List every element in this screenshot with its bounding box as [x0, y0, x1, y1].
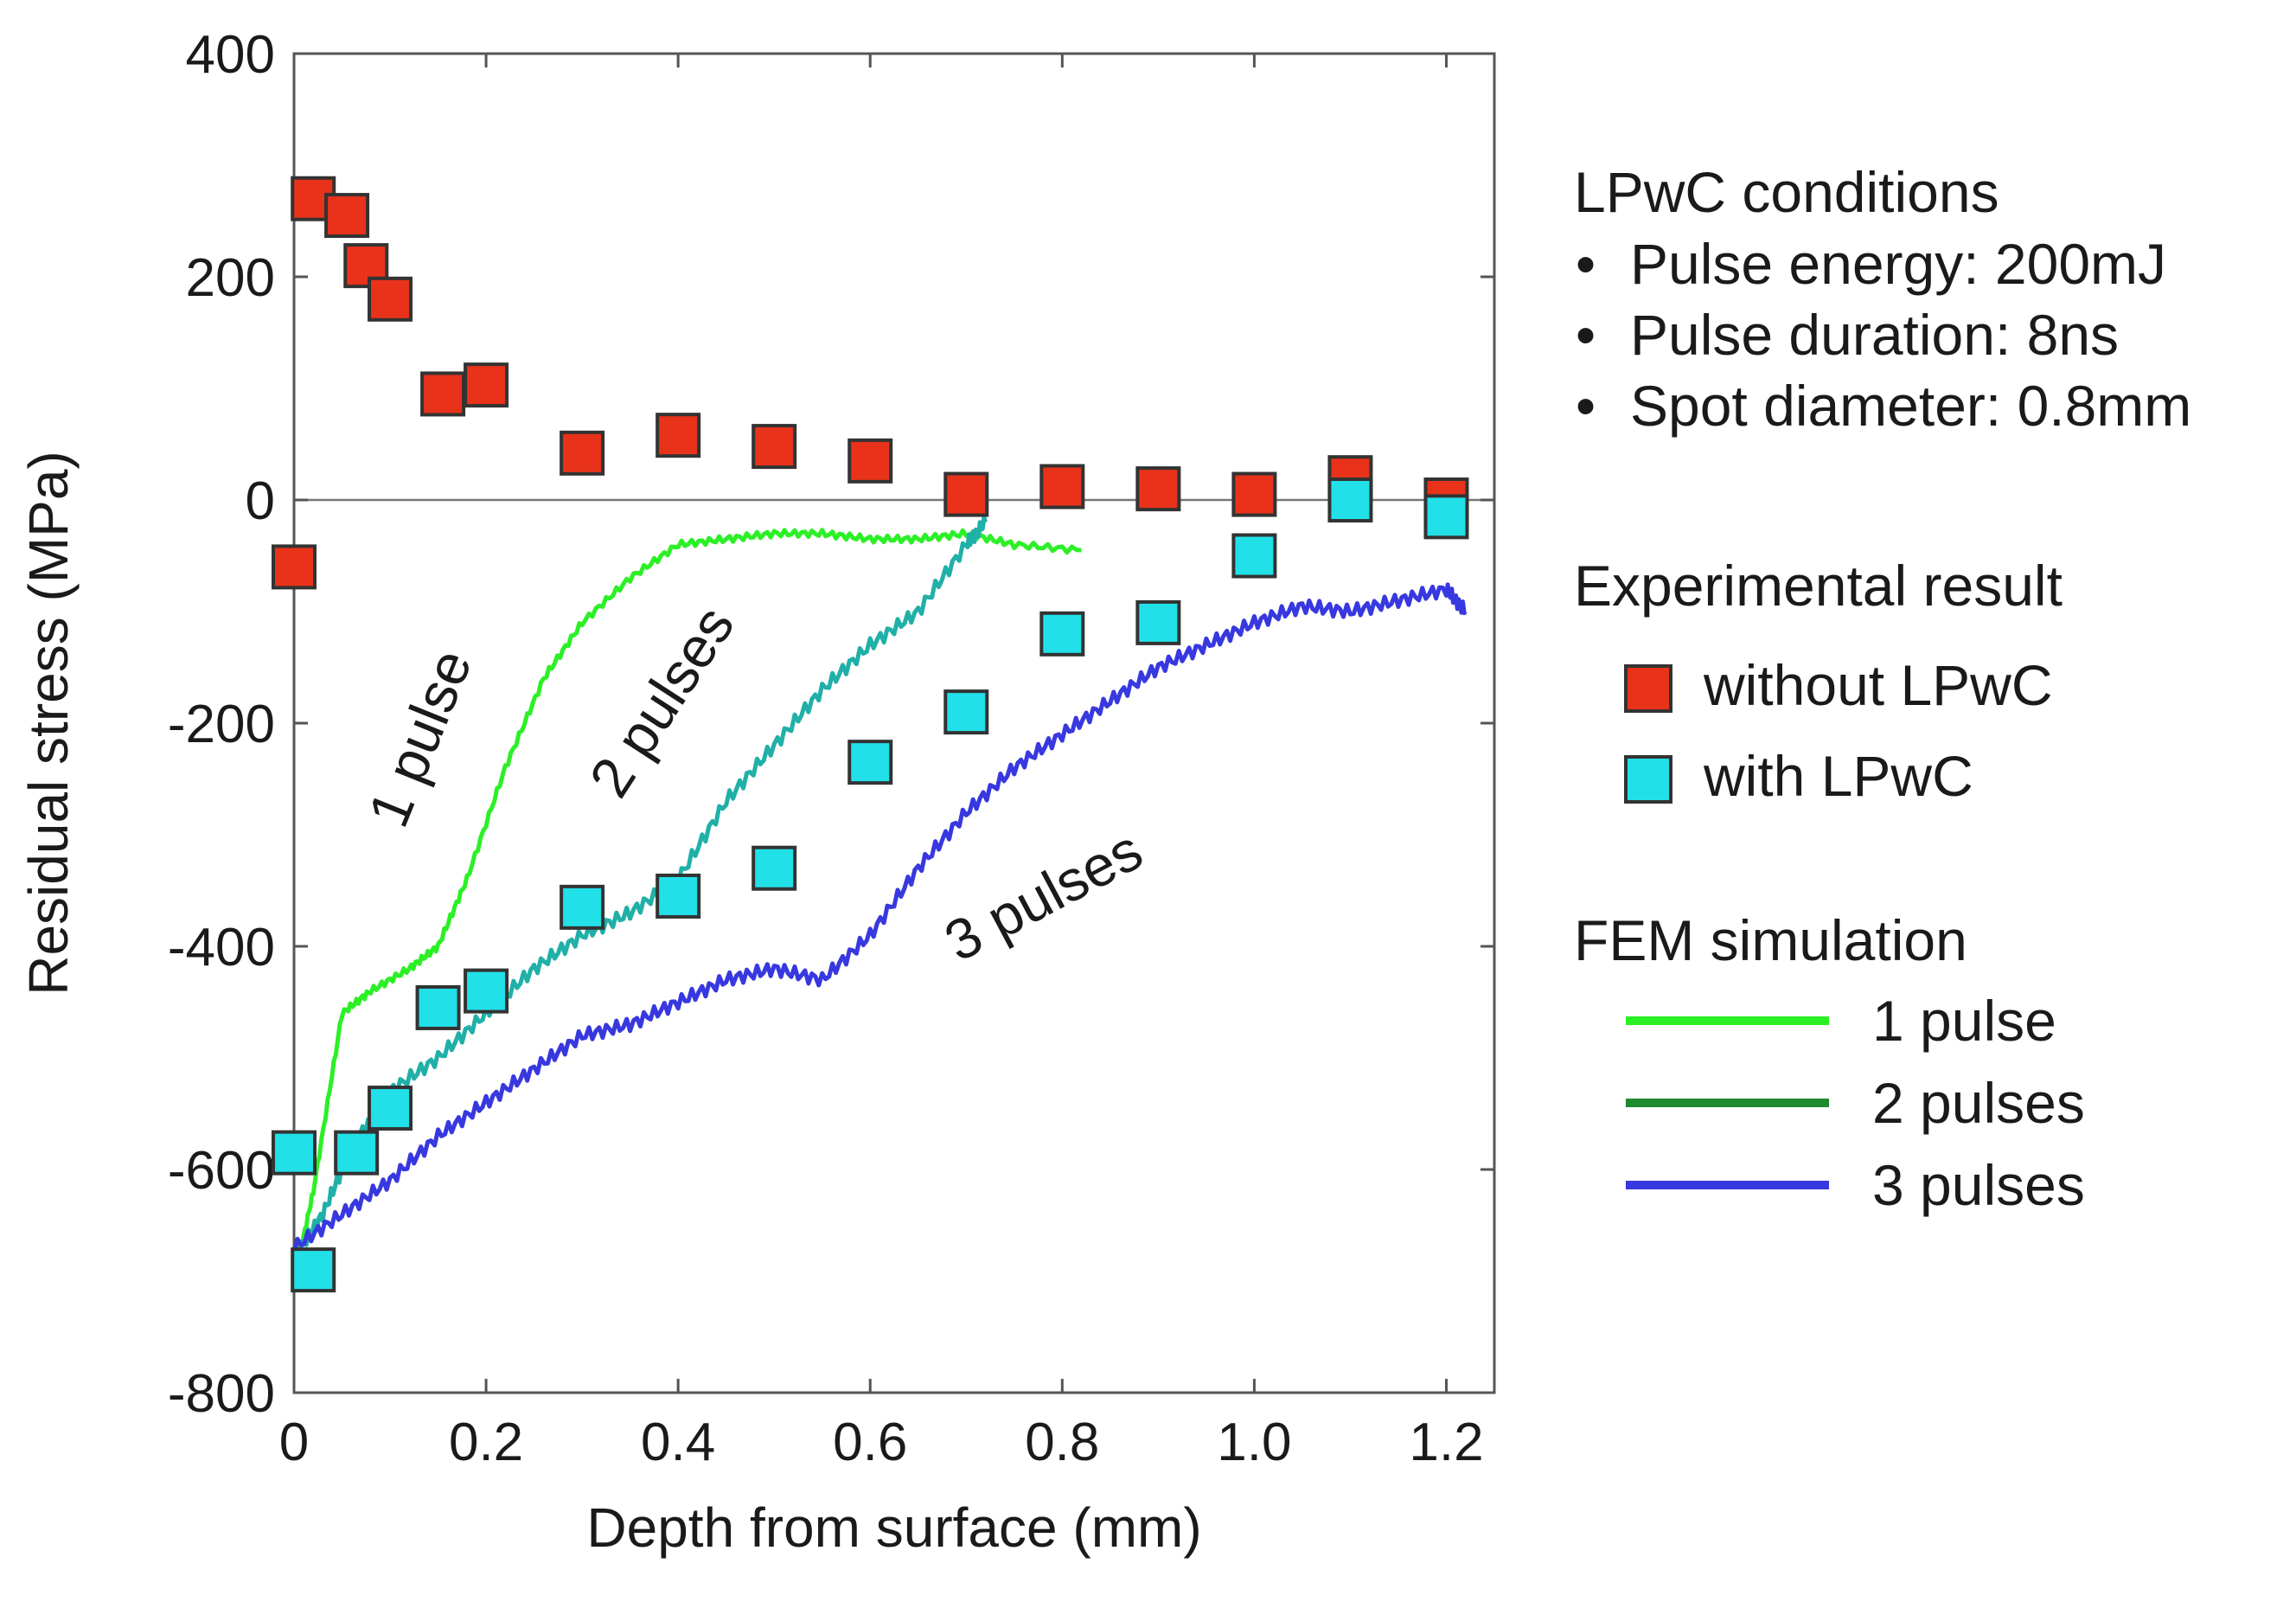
marker-with-LPwC — [1423, 494, 1469, 540]
legend-fem-title: FEM simulation — [1574, 908, 1967, 972]
marker-with-LPwC — [847, 740, 893, 785]
legend-swatch-with-lpwc — [1624, 755, 1672, 804]
y-axis-title: Residual stress (MPa) — [17, 451, 80, 996]
experimental-markers — [272, 176, 1469, 1293]
marker-without-LPwC — [368, 276, 413, 322]
legend-label-with-lpwc: with LPwC — [1703, 744, 1973, 808]
marker-without-LPwC — [1135, 466, 1181, 512]
legend-label-2-pulses: 2 pulses — [1872, 1071, 2085, 1135]
axis-ticks: 0 0.2 0.4 0.6 0.8 1.0 1.2 -800 -600 -400 -200 0 200 4… — [168, 25, 1494, 1472]
plot-area: 0 0.2 0.4 0.6 0.8 1.0 1.2 -800 -600 -400 -200 0 200 4… — [168, 25, 1496, 1472]
x-tick-label: 0.6 — [833, 1413, 907, 1472]
marker-without-LPwC — [943, 471, 989, 517]
y-tick-label: -400 — [168, 918, 275, 977]
marker-with-LPwC — [560, 884, 605, 930]
fem-curve-2-pulses — [291, 515, 988, 1266]
marker-without-LPwC — [324, 193, 370, 239]
marker-without-LPwC — [1231, 471, 1277, 517]
y-tick-label: -200 — [168, 695, 275, 754]
marker-with-LPwC — [415, 984, 461, 1030]
marker-with-LPwC — [291, 1247, 336, 1293]
legend-bullet: • — [1576, 303, 1596, 367]
legend: LPwC conditions • Pulse energy: 200mJ • … — [1574, 160, 2191, 1217]
legend-bullet: • — [1576, 232, 1596, 296]
x-axis-title: Depth from surface (mm) — [586, 1496, 1201, 1559]
marker-without-LPwC — [1039, 464, 1085, 509]
marker-without-LPwC — [272, 544, 317, 590]
legend-label-1-pulse: 1 pulse — [1872, 989, 2056, 1053]
y-tick-label: 0 — [246, 471, 275, 531]
y-tick-label: -600 — [168, 1141, 275, 1201]
curve-label-3-pulses: 3 pulses — [935, 817, 1153, 974]
curve-labels: 1 pulse 2 pulses 3 pulses — [355, 594, 1152, 973]
marker-with-LPwC — [1327, 477, 1373, 522]
legend-condition-spot: Spot diameter: 0.8mm — [1630, 374, 2191, 438]
marker-with-LPwC — [751, 845, 797, 891]
marker-with-LPwC — [272, 1130, 317, 1176]
marker-with-LPwC — [1135, 599, 1181, 645]
curve-label-2-pulses: 2 pulses — [577, 594, 746, 807]
marker-with-LPwC — [368, 1086, 413, 1131]
marker-without-LPwC — [847, 438, 893, 484]
marker-without-LPwC — [420, 371, 466, 417]
x-tick-label: 0 — [279, 1413, 309, 1472]
y-tick-label: 200 — [186, 248, 275, 308]
marker-without-LPwC — [656, 413, 701, 458]
marker-with-LPwC — [1231, 533, 1277, 579]
y-tick-label: 400 — [186, 25, 275, 85]
y-tick-label: -800 — [168, 1364, 275, 1424]
x-tick-label: 1.2 — [1409, 1413, 1483, 1472]
legend-conditions-title: LPwC conditions — [1574, 160, 1999, 224]
marker-with-LPwC — [1039, 611, 1085, 657]
curve-label-1-pulse: 1 pulse — [355, 641, 483, 836]
plot-frame — [292, 52, 1496, 1394]
marker-without-LPwC — [464, 362, 509, 408]
fem-curves — [291, 515, 1468, 1282]
marker-with-LPwC — [334, 1130, 380, 1176]
x-tick-label: 1.0 — [1217, 1413, 1291, 1472]
legend-condition-duration: Pulse duration: 8ns — [1630, 303, 2119, 367]
marker-without-LPwC — [751, 424, 797, 470]
fem-curve-3-pulses — [291, 582, 1468, 1255]
legend-label-3-pulses: 3 pulses — [1872, 1153, 2085, 1217]
x-tick-label: 0.4 — [641, 1413, 715, 1472]
x-tick-label: 0.2 — [449, 1413, 523, 1472]
fem-curve-1-pulse — [291, 528, 1082, 1282]
legend-bullet: • — [1576, 374, 1596, 438]
legend-label-without-lpwc: without LPwC — [1703, 653, 2053, 717]
marker-without-LPwC — [560, 430, 605, 476]
marker-with-LPwC — [464, 968, 509, 1014]
legend-condition-energy: Pulse energy: 200mJ — [1630, 232, 2166, 296]
x-tick-label: 0.8 — [1025, 1413, 1099, 1472]
legend-experimental-title: Experimental result — [1574, 554, 2063, 618]
marker-with-LPwC — [656, 873, 701, 919]
legend-swatch-without-lpwc — [1624, 664, 1672, 713]
marker-with-LPwC — [943, 689, 989, 735]
